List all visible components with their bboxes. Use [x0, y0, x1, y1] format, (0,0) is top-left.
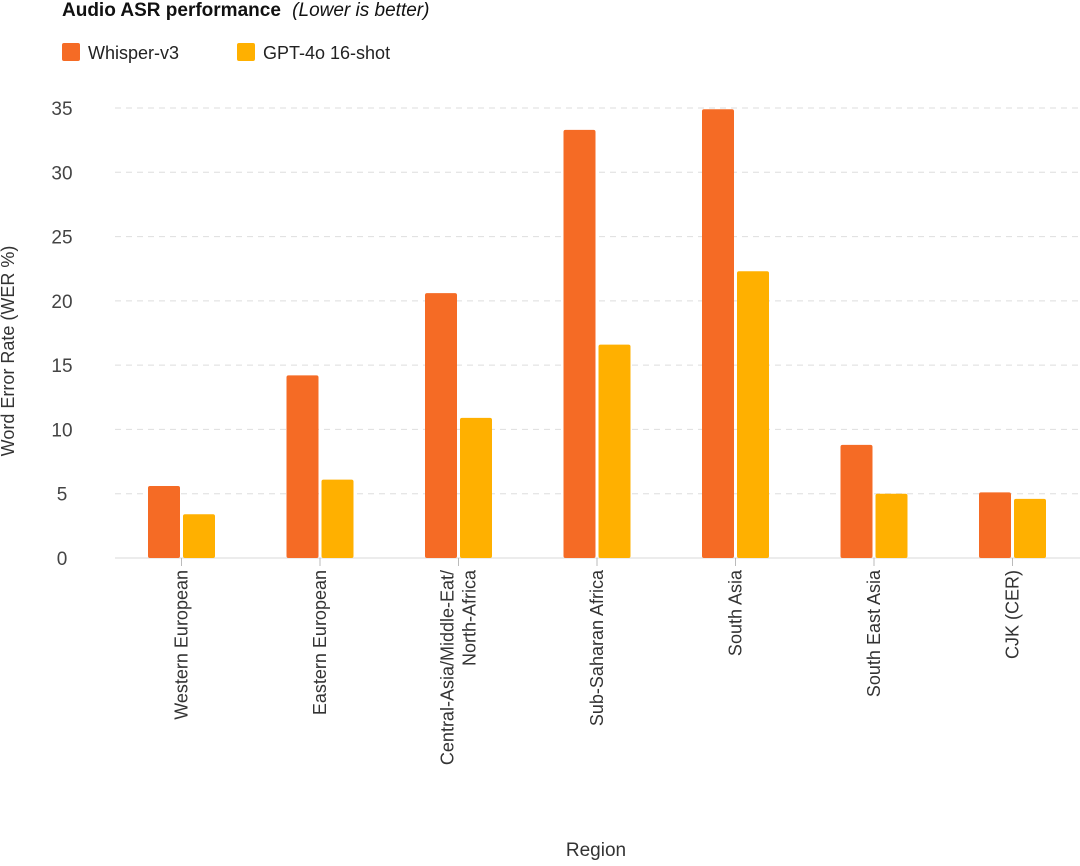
chart-title-main: Audio ASR performance [62, 0, 281, 21]
x-tick-label: Western European [172, 570, 192, 720]
y-axis-label: Word Error Rate (WER %) [0, 246, 18, 457]
chart-title: Audio ASR performance (Lower is better) [62, 0, 429, 21]
x-tick-label: CJK (CER) [1003, 570, 1023, 659]
y-tick-label: 5 [57, 485, 68, 506]
bar [702, 109, 734, 559]
legend-label: GPT-4o 16-shot [263, 43, 390, 63]
legend-item: Whisper-v3 [62, 43, 179, 63]
legend-swatch [62, 43, 80, 61]
y-axis-ticks: 0 5 10 15 20 25 30 35 [51, 99, 72, 570]
y-tick-label: 10 [51, 420, 72, 441]
bar [840, 444, 873, 558]
bar [148, 486, 180, 558]
bar [875, 493, 908, 558]
y-tick-label: 0 [57, 549, 68, 570]
grid [115, 107, 1080, 559]
x-tick-label: Sub-Saharan Africa [587, 569, 607, 726]
y-tick-label: 30 [51, 163, 72, 184]
x-tick-label: Central-Asia/Middle-Eat/North-Africa [438, 569, 480, 765]
x-axis-ticks: Western European Eastern European Central-… [172, 558, 1023, 765]
bar [563, 129, 596, 558]
bar [1014, 498, 1046, 558]
chart-subtitle: (Lower is better) [292, 0, 429, 21]
x-tick-label: South East Asia [864, 569, 884, 697]
legend-label: Whisper-v3 [88, 43, 179, 63]
bar [183, 514, 215, 558]
bar [979, 492, 1011, 558]
y-tick-label: 15 [51, 356, 72, 377]
x-axis-label: Region [566, 840, 626, 861]
bar [598, 344, 631, 558]
bar [425, 293, 457, 558]
bar [460, 417, 492, 558]
x-tick-label: Eastern European [310, 570, 330, 715]
legend-item: GPT-4o 16-shot [237, 43, 390, 63]
bars [148, 109, 1046, 559]
y-tick-label: 25 [51, 228, 72, 249]
legend-swatch [237, 43, 255, 61]
bar [321, 479, 354, 558]
bar [737, 271, 769, 558]
y-tick-label: 35 [51, 99, 72, 120]
x-tick-label: South Asia [726, 569, 746, 656]
bar [286, 375, 319, 558]
y-tick-label: 20 [51, 292, 72, 313]
legend: Whisper-v3 GPT-4o 16-shot [62, 43, 390, 63]
